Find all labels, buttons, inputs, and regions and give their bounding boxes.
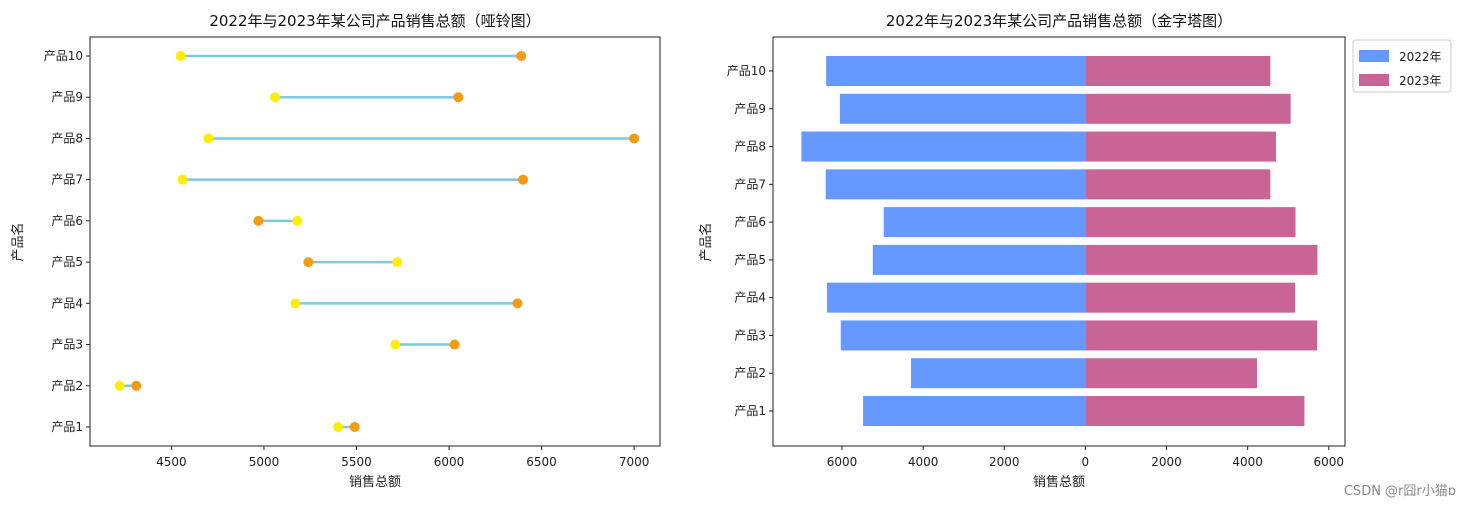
dumbbell-point-2023 bbox=[131, 380, 142, 391]
chart1-ytick-label: 产品9 bbox=[51, 90, 83, 104]
bar-2023 bbox=[1085, 320, 1318, 351]
chart2-xtick-label: 2000 bbox=[1151, 455, 1182, 469]
bar-2023 bbox=[1085, 131, 1277, 162]
bar-2023 bbox=[1085, 282, 1296, 313]
bar-2023 bbox=[1085, 56, 1271, 86]
bar-2023 bbox=[1085, 396, 1305, 426]
chart1-ylabel: 产品名 bbox=[10, 222, 26, 261]
dumbbell-point-2023 bbox=[253, 215, 264, 226]
dumbbell-point-2022 bbox=[292, 215, 303, 226]
dumbbell-point-2022 bbox=[203, 133, 214, 144]
chart2-xtick-label: 4000 bbox=[1232, 455, 1263, 469]
legend-label: 2022年 bbox=[1399, 50, 1442, 64]
dumbbell-point-2023 bbox=[518, 174, 529, 185]
chart1-xtick-label: 6000 bbox=[434, 455, 465, 469]
bar-2022 bbox=[801, 131, 1086, 162]
watermark: CSDN @r囧r小猫ɒ bbox=[1343, 484, 1456, 499]
dumbbell-point-2023 bbox=[516, 51, 527, 61]
chart2-ytick-label: 产品9 bbox=[734, 102, 766, 116]
chart2-xtick-label: 2000 bbox=[989, 455, 1020, 469]
chart1-marks bbox=[114, 51, 640, 432]
dumbbell-point-2023 bbox=[349, 422, 360, 432]
dumbbell-point-2022 bbox=[175, 51, 186, 61]
bar-2022 bbox=[826, 282, 1086, 313]
dumbbell-point-2022 bbox=[392, 257, 403, 268]
chart1-ytick-label: 产品3 bbox=[51, 338, 83, 352]
dumbbell-point-2023 bbox=[449, 339, 460, 350]
bar-2022 bbox=[825, 169, 1086, 200]
chart2-xlabel: 销售总额 bbox=[1033, 474, 1085, 490]
dumbbell-point-2022 bbox=[390, 339, 401, 350]
bar-2023 bbox=[1085, 358, 1257, 389]
chart2-xtick-label: 0 bbox=[1082, 455, 1090, 469]
bar-2022 bbox=[826, 56, 1086, 86]
chart2-ytick-label: 产品8 bbox=[734, 140, 766, 154]
legend-swatch bbox=[1359, 50, 1389, 62]
dumbbell-point-2022 bbox=[270, 92, 281, 103]
chart2-plot-frame bbox=[772, 36, 1346, 447]
chart1-xtick-label: 5000 bbox=[249, 455, 280, 469]
chart2-ytick-label: 产品3 bbox=[734, 328, 766, 342]
chart2-ytick-label: 产品5 bbox=[734, 253, 766, 267]
chart2-xtick-label: 6000 bbox=[1313, 455, 1344, 469]
bar-2022 bbox=[883, 207, 1086, 238]
chart1-ytick-label: 产品5 bbox=[51, 255, 83, 269]
chart1-xtick-label: 6500 bbox=[526, 455, 557, 469]
bar-2022 bbox=[910, 358, 1086, 389]
chart2-ytick-label: 产品2 bbox=[734, 366, 766, 380]
chart2-marks bbox=[801, 56, 1318, 426]
dumbbell-point-2022 bbox=[290, 298, 301, 309]
dumbbell-chart: 2022年与2023年某公司产品销售总额（哑铃图） 销售总额 产品名 4500 5… bbox=[10, 12, 661, 490]
chart1-plot-frame bbox=[89, 36, 661, 447]
dumbbell-point-2023 bbox=[629, 133, 640, 144]
chart2-ytick-label: 产品1 bbox=[734, 404, 766, 418]
bar-2022 bbox=[863, 396, 1086, 426]
chart2-ytick-label: 产品4 bbox=[734, 291, 766, 305]
chart2-xtick-label: 6000 bbox=[827, 455, 858, 469]
chart1-xtick-label: 7000 bbox=[619, 455, 650, 469]
chart1-xlabel: 销售总额 bbox=[349, 474, 401, 490]
chart1-xtick-label: 5500 bbox=[341, 455, 372, 469]
pyramid-chart: 2022年与2023年某公司产品销售总额（金字塔图） 销售总额 产品名 6000… bbox=[698, 12, 1452, 490]
chart1-ytick-label: 产品4 bbox=[51, 296, 83, 310]
chart2-xtick-label: 4000 bbox=[908, 455, 939, 469]
bar-2023 bbox=[1085, 169, 1271, 200]
dumbbell-point-2022 bbox=[332, 422, 343, 432]
chart2-ytick-label: 产品7 bbox=[734, 177, 766, 191]
chart1-ytick-label: 产品1 bbox=[51, 420, 83, 434]
chart1-xtick-label: 4500 bbox=[156, 455, 187, 469]
chart2-title: 2022年与2023年某公司产品销售总额（金字塔图） bbox=[886, 12, 1232, 30]
chart2-legend: 2022年 2023年 bbox=[1352, 39, 1452, 93]
bar-2023 bbox=[1085, 207, 1296, 238]
chart1-ytick-label: 产品7 bbox=[51, 173, 83, 187]
bar-2022 bbox=[872, 244, 1086, 275]
dumbbell-point-2023 bbox=[453, 92, 464, 103]
chart2-ylabel: 产品名 bbox=[698, 222, 714, 261]
chart2-ytick-label: 产品10 bbox=[727, 64, 766, 78]
chart1-ticks: 4500 5000 5500 6000 6500 7000 产品1 产品2 产品3 产品4 产品5 产… bbox=[44, 49, 650, 469]
chart2-ytick-label: 产品6 bbox=[734, 215, 766, 229]
dumbbell-point-2022 bbox=[177, 174, 188, 185]
dumbbell-point-2022 bbox=[114, 380, 125, 391]
bar-2023 bbox=[1085, 244, 1318, 275]
bar-2022 bbox=[839, 93, 1086, 124]
chart1-ytick-label: 产品6 bbox=[51, 214, 83, 228]
dumbbell-point-2023 bbox=[512, 298, 523, 309]
chart1-ytick-label: 产品2 bbox=[51, 379, 83, 393]
bar-2023 bbox=[1085, 93, 1291, 124]
legend-swatch bbox=[1359, 74, 1389, 86]
bar-2022 bbox=[840, 320, 1086, 351]
legend-label: 2023年 bbox=[1399, 74, 1442, 88]
chart1-ytick-label: 产品8 bbox=[51, 131, 83, 145]
chart1-ytick-label: 产品10 bbox=[44, 49, 83, 63]
dumbbell-point-2023 bbox=[303, 257, 314, 268]
chart2-ticks: 6000 4000 2000 0 2000 4000 6000 产品1 产品2 产品3 产品4 产品5… bbox=[727, 64, 1344, 469]
chart1-title: 2022年与2023年某公司产品销售总额（哑铃图） bbox=[209, 12, 540, 30]
